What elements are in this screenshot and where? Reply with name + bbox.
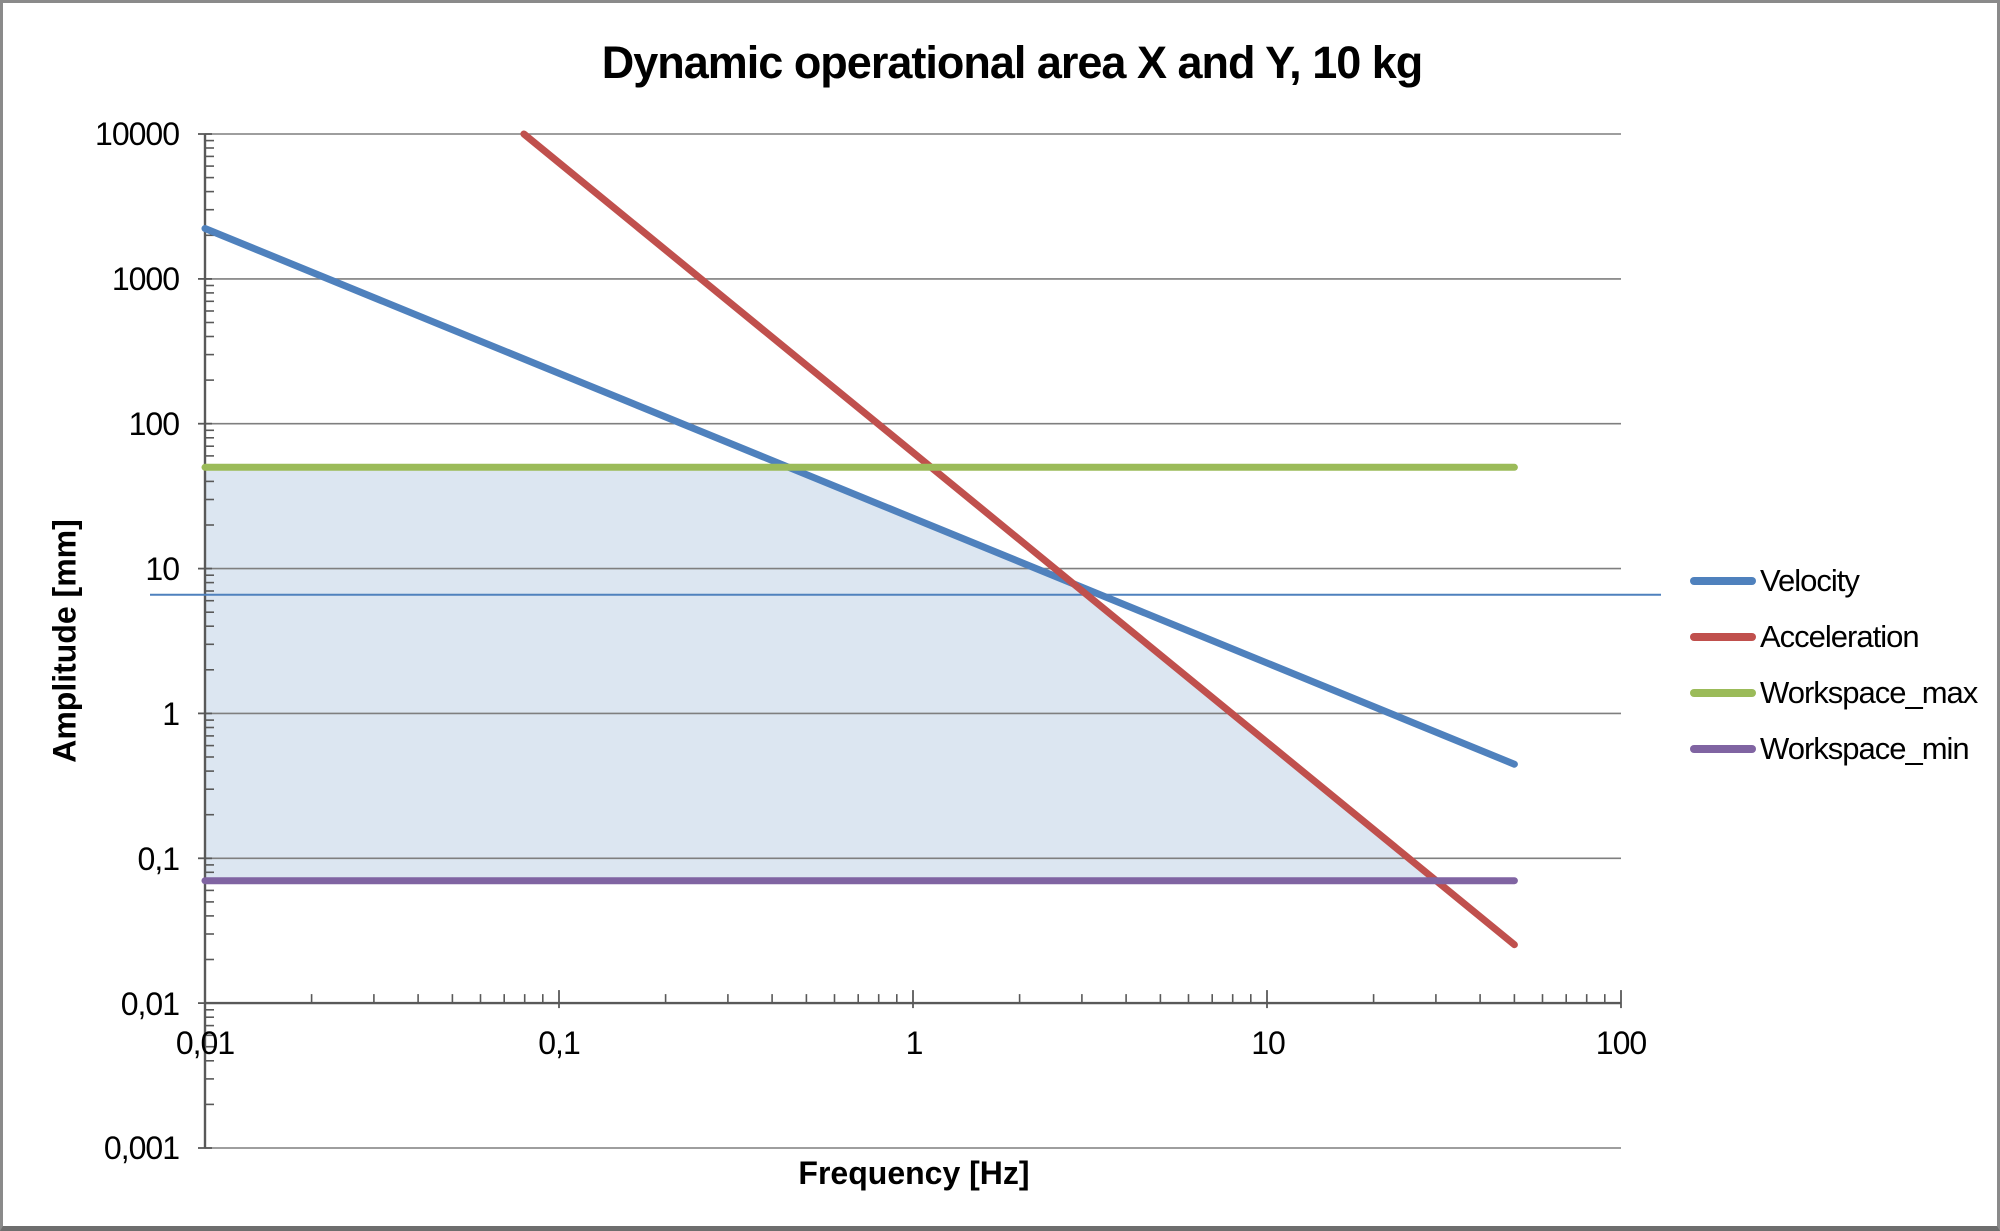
- legend-entry-acceleration: Acceleration: [1690, 609, 1990, 665]
- series-line-acceleration: [520, 130, 1518, 949]
- y-tick-label: 10: [145, 551, 180, 587]
- y-tick-label: 100: [128, 406, 180, 442]
- chart-canvas: [150, 130, 1661, 1149]
- legend-entry-velocity: Velocity: [1690, 553, 1990, 609]
- x-tick-label: 0,01: [175, 1025, 235, 1061]
- chart-title: Dynamic operational area X and Y, 10 kg: [601, 37, 1424, 88]
- legend-entry-workspace-max: Workspace_max: [1690, 665, 1990, 721]
- legend-label: Acceleration: [1760, 619, 1920, 654]
- x-tick-label: 10: [1251, 1025, 1286, 1061]
- y-tick-label: 0,001: [103, 1130, 180, 1166]
- legend-label: Velocity: [1760, 563, 1860, 598]
- workspace-max-line-swatch: [1690, 689, 1756, 697]
- legend-entry-workspace-min: Workspace_min: [1690, 721, 1990, 777]
- y-tick-label: 0,1: [137, 841, 180, 877]
- y-tick-label: 0,01: [120, 986, 180, 1022]
- workspace-min-line-swatch: [1690, 745, 1756, 753]
- y-tick-label: 1000: [111, 261, 180, 297]
- x-tick-label: 1: [905, 1025, 924, 1061]
- x-tick-label: 100: [1595, 1025, 1647, 1061]
- legend-label: Workspace_min: [1760, 731, 1970, 766]
- legend: Velocity Acceleration Workspace_max Work…: [1690, 553, 1990, 777]
- x-axis-title: Frequency [Hz]: [798, 1155, 1030, 1191]
- acceleration-line-swatch: [1690, 633, 1756, 641]
- x-tick-label: 0,1: [538, 1025, 580, 1061]
- y-axis-title: Amplitude [mm]: [46, 519, 83, 763]
- y-tick-label: 1: [162, 696, 180, 732]
- velocity-line-swatch: [1690, 577, 1756, 585]
- y-tick-label: 10000: [95, 116, 180, 152]
- operational-area-fill: [205, 467, 1437, 881]
- legend-label: Workspace_max: [1760, 675, 1978, 710]
- series-line-velocity: [201, 225, 1518, 768]
